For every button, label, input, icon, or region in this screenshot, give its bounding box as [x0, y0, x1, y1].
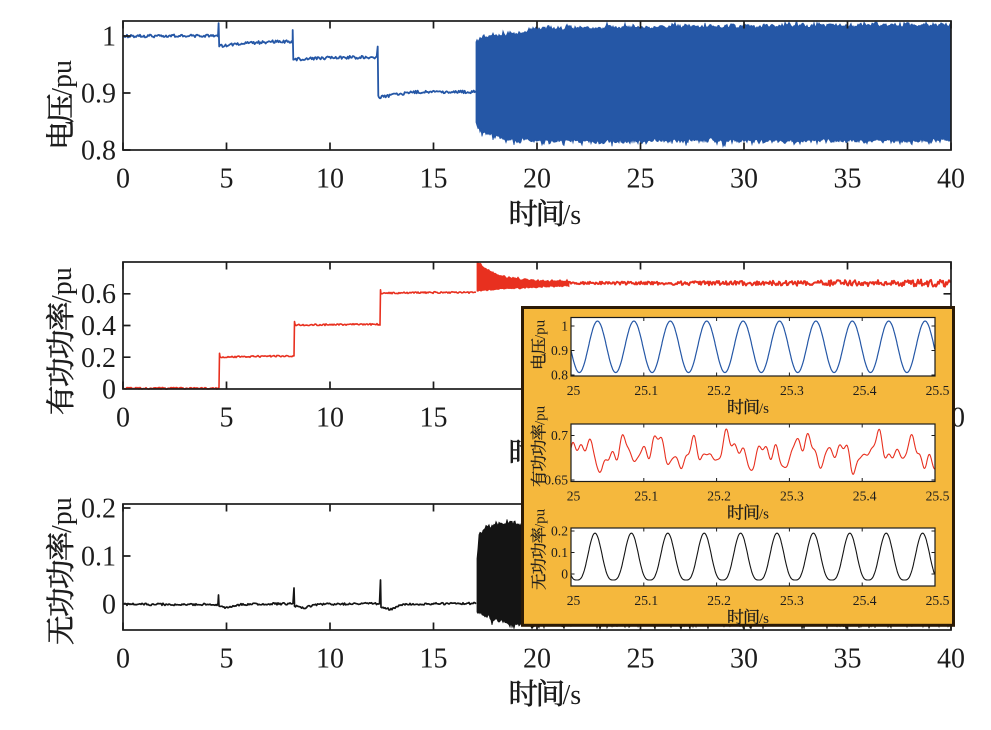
svg-text:25.3: 25.3: [780, 383, 804, 398]
svg-text:/s: /s: [759, 401, 769, 417]
svg-text:1: 1: [561, 319, 568, 334]
svg-text:25.5: 25.5: [926, 489, 950, 504]
svg-text:0: 0: [116, 644, 130, 675]
svg-text:25.5: 25.5: [926, 593, 950, 608]
svg-text:/s: /s: [563, 680, 582, 711]
svg-text:0: 0: [116, 403, 130, 434]
svg-text:30: 30: [730, 164, 758, 195]
svg-text:25.1: 25.1: [634, 593, 658, 608]
svg-text:20: 20: [523, 164, 551, 195]
svg-text:25: 25: [567, 489, 581, 504]
svg-text:1: 1: [102, 22, 116, 53]
svg-text:/pu: /pu: [533, 405, 549, 425]
svg-text:5: 5: [220, 644, 234, 675]
svg-text:/s: /s: [759, 611, 769, 627]
svg-text:0.4: 0.4: [81, 311, 116, 342]
svg-text:0.7: 0.7: [551, 428, 568, 443]
svg-text:0.8: 0.8: [81, 136, 116, 167]
svg-text:25: 25: [627, 644, 655, 675]
svg-text:15: 15: [420, 644, 448, 675]
svg-text:25: 25: [567, 593, 581, 608]
svg-text:/s: /s: [563, 200, 582, 231]
svg-text:5: 5: [220, 403, 234, 434]
svg-text:25.4: 25.4: [853, 489, 877, 504]
svg-text:10: 10: [316, 164, 344, 195]
svg-text:35: 35: [834, 644, 862, 675]
svg-text:25.5: 25.5: [926, 383, 950, 398]
svg-text:25: 25: [567, 383, 581, 398]
svg-text:10: 10: [316, 644, 344, 675]
svg-text:/pu: /pu: [47, 497, 78, 533]
svg-text:0.6: 0.6: [81, 279, 116, 310]
svg-text:0.1: 0.1: [551, 545, 568, 560]
svg-text:25.2: 25.2: [707, 593, 731, 608]
svg-text:40: 40: [937, 164, 965, 195]
svg-text:25: 25: [627, 164, 655, 195]
svg-text:40: 40: [937, 644, 965, 675]
svg-text:0.2: 0.2: [81, 343, 116, 374]
svg-text:5: 5: [220, 164, 234, 195]
svg-text:0.2: 0.2: [81, 494, 116, 525]
svg-text:25.4: 25.4: [853, 383, 877, 398]
svg-text:0: 0: [102, 375, 116, 406]
svg-text:/pu: /pu: [47, 267, 78, 303]
svg-text:30: 30: [730, 644, 758, 675]
svg-text:0.2: 0.2: [551, 524, 568, 539]
svg-text:0: 0: [102, 590, 116, 621]
svg-text:35: 35: [834, 164, 862, 195]
svg-text:25.3: 25.3: [780, 489, 804, 504]
svg-text:15: 15: [420, 403, 448, 434]
svg-text:10: 10: [316, 403, 344, 434]
svg-text:25.2: 25.2: [707, 489, 731, 504]
svg-text:25.3: 25.3: [780, 593, 804, 608]
svg-text:25.4: 25.4: [853, 593, 877, 608]
svg-text:/pu: /pu: [47, 60, 78, 96]
svg-text:/pu: /pu: [533, 508, 549, 528]
svg-text:25.1: 25.1: [634, 383, 658, 398]
svg-text:0.1: 0.1: [81, 542, 116, 573]
svg-text:0.8: 0.8: [551, 368, 568, 383]
svg-text:/s: /s: [759, 507, 769, 523]
svg-text:25.2: 25.2: [707, 383, 731, 398]
svg-text:15: 15: [420, 164, 448, 195]
svg-text:0.9: 0.9: [551, 343, 568, 358]
svg-text:0.65: 0.65: [544, 473, 568, 488]
svg-text:/pu: /pu: [533, 319, 549, 339]
svg-text:0: 0: [561, 567, 568, 582]
svg-text:0.9: 0.9: [81, 79, 116, 110]
svg-text:0: 0: [116, 164, 130, 195]
svg-text:25.1: 25.1: [634, 489, 658, 504]
svg-text:20: 20: [523, 644, 551, 675]
